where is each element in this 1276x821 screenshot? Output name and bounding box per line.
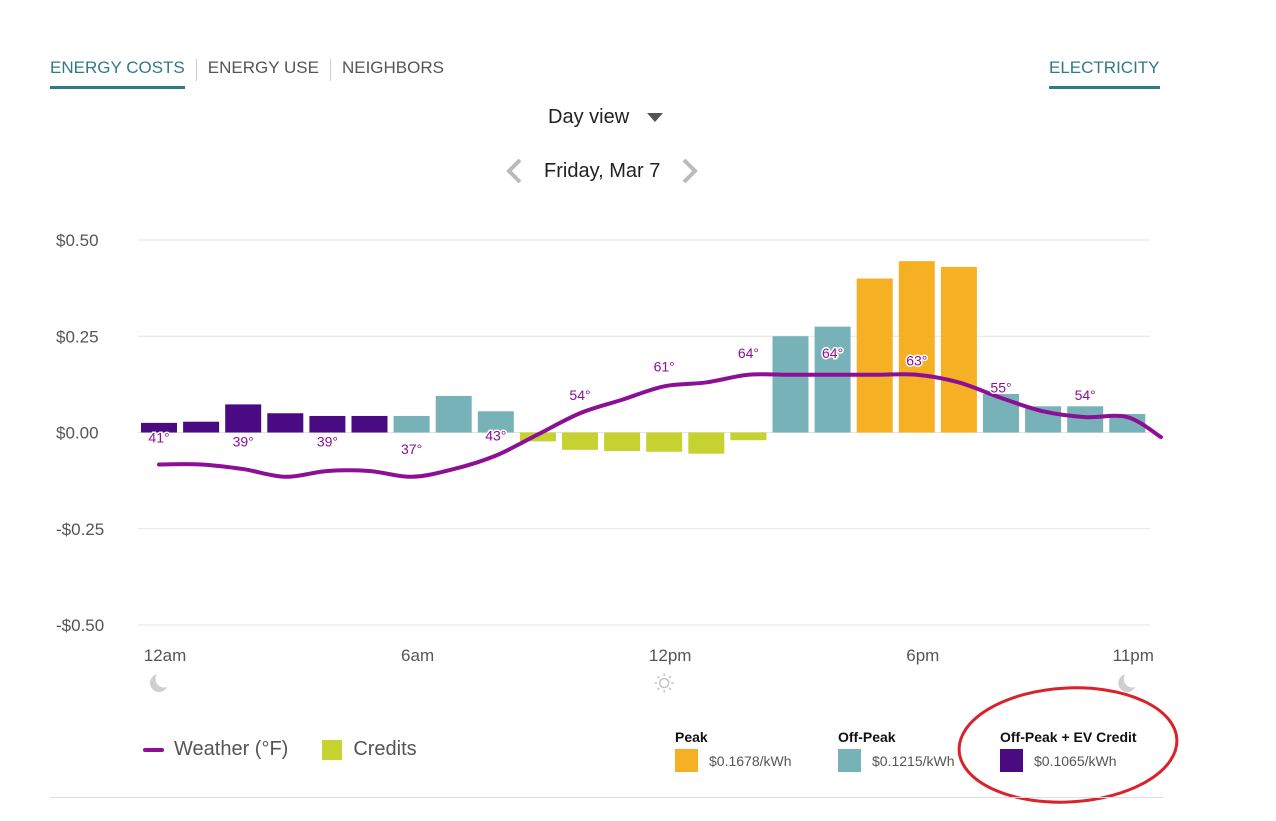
temperature-label: 64°	[738, 345, 759, 361]
chart-gridlines	[138, 239, 1150, 626]
tab-electricity[interactable]: ELECTRICITY	[1049, 58, 1160, 89]
y-tick-label: -$0.50	[56, 616, 104, 635]
chevron-right-icon[interactable]	[674, 156, 704, 186]
credits-legend-swatch	[322, 739, 343, 760]
off-peak-ev-swatch	[1000, 749, 1023, 772]
rate-off-peak-ev: Off-Peak + EV Credit $0.1065/kWh	[1000, 729, 1137, 772]
cost-bar-off-peak-ev[interactable]	[351, 415, 388, 433]
cost-bar-credits[interactable]	[519, 432, 556, 442]
temperature-label: 55°	[990, 379, 1011, 395]
date-label: Friday, Mar 7	[544, 159, 661, 182]
weather-line	[157, 372, 1163, 479]
cost-bar-peak[interactable]	[898, 261, 935, 433]
sun-icon	[654, 673, 674, 693]
cost-bar-credits[interactable]	[562, 432, 598, 450]
caret-down-icon	[647, 113, 664, 122]
view-dropdown-label: Day view	[548, 106, 630, 128]
credits-legend-label: Credits	[353, 738, 417, 760]
rate-peak: Peak $0.1678/kWh	[675, 729, 792, 772]
tab-neighbors[interactable]: NEIGHBORS	[341, 58, 444, 77]
temperature-label: 54°	[1075, 387, 1096, 403]
cost-bar-off-peak[interactable]	[477, 411, 514, 433]
temperature-labels: 41° 39° 39° 37° 43° 54° 61° 64° 64° 63° 55° 54°	[147, 343, 1097, 458]
cost-bars	[141, 261, 1146, 454]
cost-bar-off-peak-ev[interactable]	[309, 415, 346, 433]
temperature-label: 39°	[317, 433, 338, 449]
x-tick-label: 12am	[144, 646, 187, 665]
cost-bar-credits[interactable]	[730, 432, 767, 441]
cost-bar-off-peak-ev[interactable]	[225, 404, 262, 433]
weather-legend-swatch	[143, 747, 164, 752]
chevron-left-icon[interactable]	[500, 156, 530, 186]
bottom-divider	[50, 797, 1163, 798]
cost-bar-off-peak-ev[interactable]	[267, 413, 304, 433]
y-tick-label: $0.25	[56, 327, 99, 346]
cost-bar-credits[interactable]	[646, 432, 683, 452]
tab-bar: ENERGY COSTS ENERGY USE NEIGHBORS	[50, 58, 444, 89]
view-dropdown[interactable]: Day view	[548, 106, 664, 129]
rate-off-peak: Off-Peak $0.1215/kWh	[838, 729, 955, 772]
temperature-label: 54°	[569, 387, 590, 403]
cost-bar-peak[interactable]	[940, 266, 977, 433]
y-tick-label: -$0.25	[56, 520, 104, 539]
temperature-label: 64°	[822, 345, 843, 361]
x-tick-label: 6am	[401, 646, 434, 665]
cost-bar-off-peak[interactable]	[772, 336, 809, 433]
temperature-label: 39°	[233, 433, 254, 449]
date-navigator: Friday, Mar 7	[500, 156, 704, 186]
temperature-label: 41°	[148, 430, 169, 446]
cost-bar-peak[interactable]	[856, 278, 893, 433]
cost-bar-off-peak[interactable]	[393, 415, 430, 433]
y-tick-label: $0.00	[56, 424, 99, 443]
tab-energy-costs[interactable]: ENERGY COSTS	[50, 58, 185, 89]
temperature-label: 61°	[654, 358, 675, 374]
rate-title: Off-Peak + EV Credit	[1000, 729, 1137, 745]
x-tick-label: 12pm	[649, 646, 692, 665]
off-peak-swatch	[838, 749, 861, 772]
rate-title: Peak	[675, 729, 708, 745]
cost-bar-credits[interactable]	[688, 432, 725, 454]
cost-bar-off-peak[interactable]	[435, 395, 472, 433]
temperature-label: 37°	[401, 441, 422, 457]
x-tick-label: 6pm	[906, 646, 939, 665]
peak-swatch	[675, 749, 698, 772]
y-tick-label: $0.50	[56, 231, 99, 250]
tab-divider	[195, 58, 197, 81]
moon-icon	[1118, 670, 1141, 692]
x-tick-label: 11pm	[1113, 646, 1154, 665]
weather-line-layer	[157, 372, 1163, 479]
y-axis-ticks: $0.50 $0.25 $0.00 -$0.25 -$0.50	[56, 231, 104, 635]
cost-bar-off-peak-ev[interactable]	[183, 421, 220, 433]
cost-bar-credits[interactable]	[604, 432, 641, 451]
weather-legend-label: Weather (°F)	[174, 738, 289, 760]
cost-bar-off-peak[interactable]	[814, 326, 851, 433]
tab-energy-use[interactable]: ENERGY USE	[207, 58, 319, 77]
rate-value: $0.1065/kWh	[1034, 752, 1117, 769]
moon-icon	[150, 670, 173, 692]
temperature-label: 43°	[485, 428, 506, 444]
tab-divider	[329, 58, 331, 81]
chart-legend: Weather (°F) Credits	[143, 738, 417, 761]
temperature-label: 63°	[906, 353, 927, 369]
cost-bar-off-peak[interactable]	[1067, 406, 1104, 433]
rate-value: $0.1215/kWh	[872, 752, 955, 769]
x-axis-ticks: 12am 6am 12pm 6pm 11pm	[144, 646, 1154, 693]
rate-title: Off-Peak	[838, 729, 896, 745]
rate-value: $0.1678/kWh	[709, 752, 792, 769]
cost-bar-off-peak-ev[interactable]	[141, 422, 177, 433]
